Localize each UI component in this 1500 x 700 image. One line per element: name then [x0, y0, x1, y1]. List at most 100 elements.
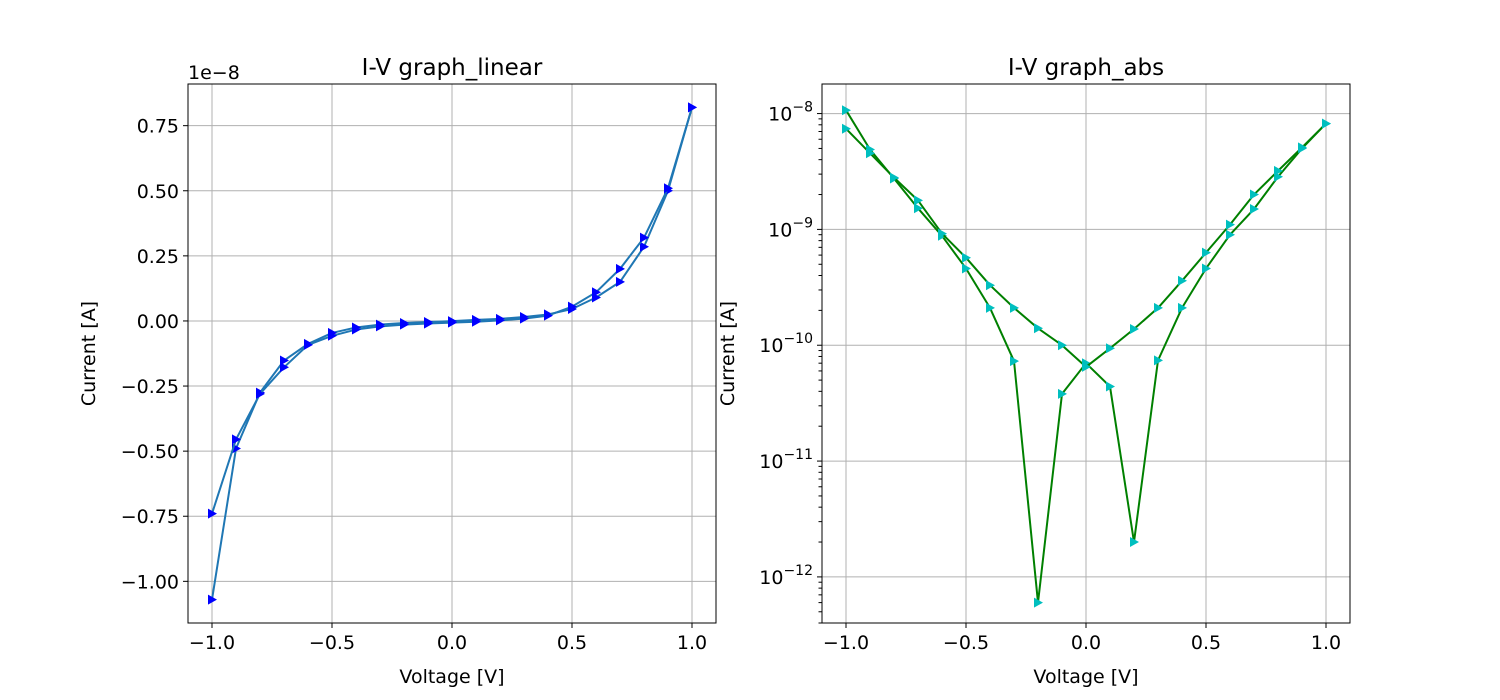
data-point — [568, 301, 577, 312]
y-tick-exponent: −9 — [792, 215, 813, 231]
y-tick-base: 10 — [768, 219, 792, 241]
data-point — [448, 317, 457, 328]
data-point — [472, 316, 481, 327]
y-tick-label: 10−11 — [759, 447, 813, 473]
x-axis-label: Voltage [V] — [399, 666, 504, 688]
y-tick-exponent: −12 — [783, 563, 813, 579]
y-tick-exponent: −8 — [792, 100, 813, 116]
x-tick-label: 0.0 — [437, 632, 467, 654]
data-point — [1010, 356, 1019, 367]
data-point — [232, 434, 241, 445]
data-point — [1250, 204, 1259, 214]
y-tick-label: 0.75 — [137, 116, 179, 138]
data-point — [1130, 324, 1139, 334]
data-point — [938, 228, 947, 239]
data-point — [842, 123, 851, 134]
chart-linear: −1.0 −0.5 0.0 0.5 1.0 0.75 0.50 0.25 0.00 −0.25 −0… — [78, 55, 717, 688]
y-tick-base: 10 — [759, 335, 783, 357]
data-point — [1250, 189, 1259, 200]
x-tick-label: 1.0 — [1311, 632, 1341, 654]
y-tick-base: 10 — [759, 451, 783, 473]
data-point — [1058, 340, 1067, 351]
data-point — [328, 330, 337, 341]
data-point — [592, 287, 601, 298]
data-point — [914, 195, 923, 206]
data-point — [1226, 229, 1235, 240]
x-tick-label: −0.5 — [943, 632, 989, 654]
y-offset-label: 1e−8 — [188, 62, 240, 84]
y-tick-label: 10−8 — [768, 100, 813, 126]
y-axis-label: Current [A] — [78, 301, 100, 406]
x-axis-label: Voltage [V] — [1033, 666, 1138, 688]
data-point — [280, 355, 289, 366]
data-point — [664, 183, 673, 194]
data-point — [1130, 537, 1139, 547]
y-tick-label: 0.50 — [137, 181, 179, 203]
data-point — [616, 263, 625, 274]
x-tick-label: 0.5 — [1191, 632, 1221, 654]
data-point — [866, 148, 875, 159]
y-tick-label: 10−12 — [759, 563, 813, 589]
data-point — [1298, 142, 1307, 153]
data-point — [986, 280, 995, 291]
y-tick-exponent: −10 — [783, 331, 813, 347]
data-point — [208, 594, 217, 605]
y-tick-label: −0.50 — [121, 441, 179, 463]
data-point — [1178, 275, 1187, 286]
data-point — [1082, 361, 1091, 372]
y-tick-label: 10−9 — [768, 215, 813, 241]
data-point — [1274, 165, 1283, 176]
data-point — [914, 203, 923, 214]
x-tick-label: 0.5 — [557, 632, 587, 654]
data-point — [1106, 343, 1115, 354]
data-point — [520, 313, 529, 324]
data-point — [1154, 355, 1163, 366]
data-point — [544, 310, 553, 321]
data-point — [1178, 302, 1187, 313]
y-axis-label: Current [A] — [717, 301, 739, 406]
data-point — [256, 388, 265, 399]
data-point — [1322, 118, 1331, 129]
data-point — [1106, 381, 1115, 392]
chart-abs: −1.0 −0.5 0.0 0.5 1.010−810−910−1010−1110−12… — [717, 55, 1351, 688]
data-point — [962, 252, 971, 263]
x-tick-label: 1.0 — [677, 632, 707, 654]
data-point — [376, 321, 385, 332]
data-point — [1034, 597, 1043, 608]
x-tick-label: −1.0 — [823, 632, 869, 654]
data-point — [400, 319, 409, 330]
data-point — [496, 315, 505, 326]
chart-title: I-V graph_abs — [1008, 55, 1164, 81]
data-point — [842, 105, 851, 116]
data-point — [352, 324, 361, 335]
data-point — [208, 508, 217, 519]
data-point — [688, 102, 697, 113]
y-tick-label: 0.00 — [137, 311, 179, 333]
data-point — [616, 276, 625, 287]
y-tick-base: 10 — [759, 567, 783, 589]
y-tick-exponent: −11 — [783, 447, 813, 463]
data-point — [1154, 302, 1163, 313]
data-point — [1226, 219, 1235, 230]
x-tick-label: 0.0 — [1071, 632, 1101, 654]
data-point — [986, 302, 995, 313]
x-tick-label: −1.0 — [189, 632, 235, 654]
data-point — [1010, 302, 1019, 313]
data-point — [1034, 323, 1043, 334]
x-tick-label: −0.5 — [309, 632, 355, 654]
y-tick-label: −1.00 — [121, 571, 179, 593]
y-tick-label: −0.25 — [121, 376, 179, 398]
y-tick-label: −0.75 — [121, 506, 179, 528]
data-point — [280, 362, 289, 373]
data-point — [640, 241, 649, 252]
data-point — [962, 263, 971, 274]
data-point — [424, 318, 433, 329]
y-tick-label: 0.25 — [137, 246, 179, 268]
data-point — [890, 172, 899, 183]
data-point — [640, 232, 649, 243]
data-point — [304, 339, 313, 350]
chart-title: I-V graph_linear — [362, 55, 543, 81]
y-tick-label: 10−10 — [759, 331, 813, 357]
y-tick-base: 10 — [768, 104, 792, 126]
